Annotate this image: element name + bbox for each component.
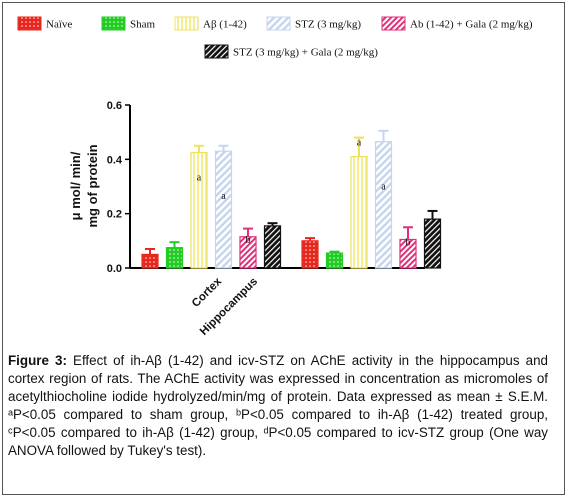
bar bbox=[190, 151, 208, 269]
legend-label-1: Naïve bbox=[46, 19, 72, 31]
legend-swatch-2 bbox=[101, 16, 126, 31]
bar bbox=[165, 247, 184, 269]
y-tick-label: 0.4 bbox=[107, 154, 123, 166]
bar-annotation: b bbox=[246, 235, 251, 246]
y-tick-label: 0.6 bbox=[107, 100, 122, 112]
bar bbox=[141, 253, 159, 269]
bar-annotation: a bbox=[381, 182, 386, 193]
axes: 0.0 0.2 0.4 0.6 μ mol/ min/mg of protein Cort… bbox=[68, 100, 425, 338]
legend-label-5: Ab (1-42) + Gala (2 mg/kg) bbox=[410, 19, 533, 31]
y-axis-label: μ mol/ min/mg of protein bbox=[68, 144, 100, 227]
legend-swatch-1 bbox=[17, 16, 42, 31]
bar-annotation: b bbox=[406, 237, 411, 248]
legend-swatch-3 bbox=[174, 16, 199, 31]
bar-chart: Naïve Sham Aβ (1-42) STZ (3 mg/kg) Ab (1-42)… bbox=[17, 16, 533, 338]
bars: a a b a a b bbox=[141, 129, 442, 269]
bar bbox=[325, 252, 344, 269]
bar bbox=[423, 218, 442, 269]
caption-label: Figure 3: bbox=[8, 353, 67, 368]
bar bbox=[350, 156, 368, 269]
y-axis-label-line: mg of protein bbox=[85, 144, 100, 227]
bar bbox=[301, 240, 319, 269]
y-axis-label-line: μ mol/ min/ bbox=[68, 151, 83, 220]
legend-swatch-6 bbox=[204, 44, 229, 59]
bar bbox=[263, 225, 282, 269]
bar-annotation: a bbox=[357, 138, 362, 149]
bar bbox=[374, 141, 393, 269]
caption-text: Effect of ih-Aβ (1-42) and icv-STZ on AC… bbox=[8, 353, 549, 458]
y-tick-label: 0.0 bbox=[107, 263, 122, 275]
y-tick-label: 0.2 bbox=[107, 209, 122, 221]
legend-label-2: Sham bbox=[130, 19, 156, 31]
bar-annotation: a bbox=[221, 191, 226, 202]
figure-frame bbox=[2, 2, 565, 495]
legend-label-3: Aβ (1-42) bbox=[203, 19, 247, 31]
legend-swatch-5 bbox=[381, 16, 406, 31]
x-tick-label: Cortex bbox=[190, 275, 225, 310]
legend: Naïve Sham Aβ (1-42) STZ (3 mg/kg) Ab (1-42)… bbox=[17, 16, 533, 59]
legend-label-6: STZ (3 mg/kg) + Gala (2 mg/kg) bbox=[233, 47, 378, 59]
legend-label-4: STZ (3 mg/kg) bbox=[295, 19, 361, 31]
bar bbox=[214, 150, 233, 269]
figure-caption: Figure 3: Effect of ih-Aβ (1-42) and icv… bbox=[8, 352, 548, 460]
bar-annotation: a bbox=[197, 173, 202, 184]
legend-swatch-4 bbox=[266, 16, 291, 31]
